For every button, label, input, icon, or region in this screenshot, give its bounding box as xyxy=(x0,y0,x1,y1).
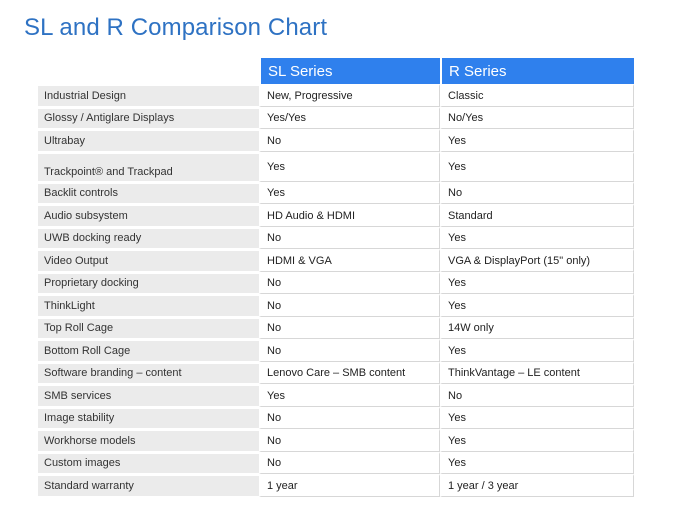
sl-value-cell: New, Progressive xyxy=(259,84,440,107)
table-row: Software branding – content Lenovo Care … xyxy=(38,361,634,384)
sl-value-cell: No xyxy=(259,451,440,474)
feature-cell: Workhorse models xyxy=(38,429,259,452)
table-row: ThinkLight No Yes xyxy=(38,294,634,317)
r-value-cell: Classic xyxy=(440,84,634,107)
header-row: SL Series R Series xyxy=(38,58,634,84)
table-row: UWB docking ready No Yes xyxy=(38,226,634,249)
comparison-table: SL Series R Series Industrial Design New… xyxy=(38,58,634,497)
table-row: Trackpoint® and Trackpad Yes Yes xyxy=(38,151,634,182)
sl-value-cell: Yes xyxy=(259,151,440,182)
sl-value-cell: No xyxy=(259,294,440,317)
feature-cell: Audio subsystem xyxy=(38,204,259,227)
r-value-cell: Yes xyxy=(440,294,634,317)
r-value-cell: Yes xyxy=(440,151,634,182)
r-value-cell: No xyxy=(440,181,634,204)
feature-cell: Image stability xyxy=(38,406,259,429)
sl-value-cell: Yes/Yes xyxy=(259,106,440,129)
sl-value-cell: 1 year xyxy=(259,474,440,497)
feature-cell: Bottom Roll Cage xyxy=(38,339,259,362)
table-row: Workhorse models No Yes xyxy=(38,429,634,452)
feature-cell: Ultrabay xyxy=(38,129,259,152)
page-title: SL and R Comparison Chart xyxy=(24,14,328,41)
sl-value-cell: No xyxy=(259,271,440,294)
sl-value-cell: No xyxy=(259,129,440,152)
sl-value-cell: HD Audio & HDMI xyxy=(259,204,440,227)
feature-cell: ThinkLight xyxy=(38,294,259,317)
sl-value-cell: No xyxy=(259,226,440,249)
feature-cell: Glossy / Antiglare Displays xyxy=(38,106,259,129)
table-row: Video Output HDMI & VGA VGA & DisplayPor… xyxy=(38,249,634,272)
feature-cell: UWB docking ready xyxy=(38,226,259,249)
feature-cell: Backlit controls xyxy=(38,181,259,204)
feature-cell: Video Output xyxy=(38,249,259,272)
table-row: Proprietary docking No Yes xyxy=(38,271,634,294)
table-row: Image stability No Yes xyxy=(38,406,634,429)
r-value-cell: ThinkVantage – LE content xyxy=(440,361,634,384)
feature-cell: Standard warranty xyxy=(38,474,259,497)
r-value-cell: No/Yes xyxy=(440,106,634,129)
sl-value-cell: HDMI & VGA xyxy=(259,249,440,272)
table-row: Standard warranty 1 year 1 year / 3 year xyxy=(38,474,634,497)
table-row: Backlit controls Yes No xyxy=(38,181,634,204)
r-value-cell: 1 year / 3 year xyxy=(440,474,634,497)
r-value-cell: VGA & DisplayPort (15" only) xyxy=(440,249,634,272)
feature-cell: Trackpoint® and Trackpad xyxy=(38,151,259,182)
feature-cell: Proprietary docking xyxy=(38,271,259,294)
r-value-cell: Yes xyxy=(440,406,634,429)
r-value-cell: Standard xyxy=(440,204,634,227)
r-value-cell: Yes xyxy=(440,339,634,362)
r-value-cell: Yes xyxy=(440,226,634,249)
r-value-cell: No xyxy=(440,384,634,407)
r-value-cell: Yes xyxy=(440,429,634,452)
sl-value-cell: Lenovo Care – SMB content xyxy=(259,361,440,384)
table-row: Ultrabay No Yes xyxy=(38,129,634,152)
table-row: Industrial Design New, Progressive Class… xyxy=(38,84,634,107)
r-value-cell: Yes xyxy=(440,129,634,152)
sl-value-cell: No xyxy=(259,339,440,362)
feature-cell: Industrial Design xyxy=(38,84,259,107)
table-row: Top Roll Cage No 14W only xyxy=(38,316,634,339)
feature-cell: Custom images xyxy=(38,451,259,474)
r-value-cell: Yes xyxy=(440,271,634,294)
sl-value-cell: No xyxy=(259,406,440,429)
header-sl-series: SL Series xyxy=(259,58,440,84)
header-r-series: R Series xyxy=(440,58,634,84)
table-row: Audio subsystem HD Audio & HDMI Standard xyxy=(38,204,634,227)
sl-value-cell: No xyxy=(259,429,440,452)
table-row: Glossy / Antiglare Displays Yes/Yes No/Y… xyxy=(38,106,634,129)
table-row: Custom images No Yes xyxy=(38,451,634,474)
feature-cell: Top Roll Cage xyxy=(38,316,259,339)
sl-value-cell: Yes xyxy=(259,384,440,407)
table-row: Bottom Roll Cage No Yes xyxy=(38,339,634,362)
r-value-cell: Yes xyxy=(440,451,634,474)
feature-cell: Software branding – content xyxy=(38,361,259,384)
sl-value-cell: No xyxy=(259,316,440,339)
header-blank-cell xyxy=(38,58,259,84)
sl-value-cell: Yes xyxy=(259,181,440,204)
table-row: SMB services Yes No xyxy=(38,384,634,407)
feature-cell: SMB services xyxy=(38,384,259,407)
r-value-cell: 14W only xyxy=(440,316,634,339)
